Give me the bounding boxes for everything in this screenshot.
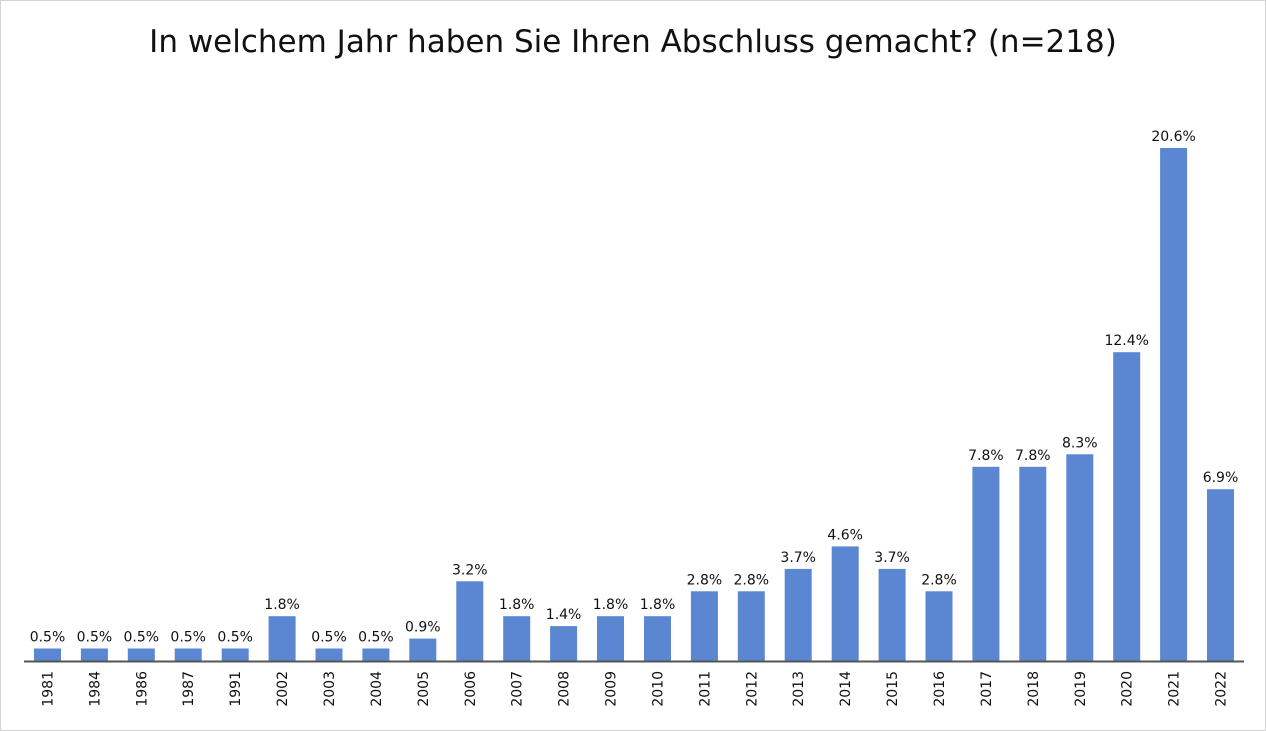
- bar-2006: [456, 581, 484, 661]
- bar-1986: [127, 648, 155, 661]
- value-label-2003: 0.5%: [311, 630, 347, 646]
- x-tick-2020: 2020: [1120, 671, 1136, 707]
- value-label-2015: 3.7%: [874, 550, 910, 566]
- bar-2020: [1113, 352, 1141, 661]
- value-label-2018: 7.8%: [1015, 448, 1051, 464]
- bar-2002: [268, 616, 296, 661]
- bar-2008: [550, 626, 578, 661]
- x-tick-2015: 2015: [885, 671, 901, 707]
- bar-2007: [503, 616, 531, 661]
- bar-2019: [1066, 454, 1094, 661]
- bar-1981: [34, 648, 61, 661]
- bar-2016: [925, 591, 953, 661]
- bar-2017: [972, 466, 1000, 661]
- bar-2004: [362, 648, 390, 661]
- x-tick-2010: 2010: [651, 671, 667, 707]
- value-label-1991: 0.5%: [217, 630, 253, 646]
- bar-2018: [1019, 466, 1047, 661]
- value-label-1987: 0.5%: [170, 630, 206, 646]
- bar-2012: [737, 591, 765, 661]
- value-label-2006: 3.2%: [452, 562, 488, 578]
- value-label-2019: 8.3%: [1062, 435, 1098, 451]
- bar-2021: [1160, 148, 1188, 661]
- bars-group: [34, 148, 1234, 661]
- value-label-1981: 0.5%: [30, 630, 66, 646]
- value-label-2022: 6.9%: [1203, 470, 1239, 486]
- value-label-2021: 20.6%: [1151, 129, 1195, 145]
- bar-2005: [409, 638, 437, 661]
- x-tick-1984: 1984: [87, 671, 103, 707]
- bar-1991: [221, 648, 249, 661]
- x-tick-2016: 2016: [932, 671, 948, 707]
- x-tick-1986: 1986: [134, 671, 150, 707]
- value-label-2013: 3.7%: [780, 550, 816, 566]
- value-labels-group: 0.5% 0.5% 0.5% 0.5% 0.5% 1.8% 0.5% 0.5% 0.9% 3.2%…: [30, 129, 1239, 646]
- value-label-2011: 2.8%: [687, 572, 723, 588]
- value-label-2014: 4.6%: [827, 527, 863, 543]
- bar-2011: [690, 591, 718, 661]
- x-tick-2006: 2006: [463, 671, 479, 707]
- value-label-2009: 1.8%: [593, 597, 629, 613]
- x-tick-2022: 2022: [1214, 671, 1230, 707]
- x-tick-2013: 2013: [791, 671, 807, 707]
- value-label-1986: 0.5%: [124, 630, 160, 646]
- x-tick-2018: 2018: [1026, 671, 1042, 707]
- x-tick-2012: 2012: [744, 671, 760, 707]
- bar-1984: [80, 648, 108, 661]
- chart-title: In welchem Jahr haben Sie Ihren Abschlus…: [149, 24, 1117, 60]
- x-tick-2004: 2004: [369, 671, 385, 707]
- value-label-2008: 1.4%: [546, 607, 582, 623]
- value-label-2010: 1.8%: [640, 597, 676, 613]
- value-label-2012: 2.8%: [734, 572, 770, 588]
- bar-2022: [1207, 489, 1234, 661]
- x-tick-2008: 2008: [557, 671, 573, 707]
- x-tick-2009: 2009: [604, 671, 620, 707]
- bar-2014: [831, 546, 859, 661]
- value-label-2002: 1.8%: [264, 597, 300, 613]
- x-tick-1987: 1987: [181, 671, 197, 707]
- x-tick-1981: 1981: [41, 671, 57, 707]
- x-tick-2021: 2021: [1167, 671, 1183, 707]
- bar-2010: [644, 616, 671, 661]
- value-label-2020: 12.4%: [1104, 333, 1148, 349]
- bar-2013: [784, 568, 812, 661]
- value-label-2004: 0.5%: [358, 630, 394, 646]
- x-tick-2019: 2019: [1073, 671, 1089, 707]
- value-label-1984: 0.5%: [77, 630, 113, 646]
- x-tick-1991: 1991: [228, 671, 244, 707]
- value-label-2005: 0.9%: [405, 620, 441, 636]
- bar-2015: [878, 568, 906, 661]
- value-label-2016: 2.8%: [921, 572, 957, 588]
- x-tick-2003: 2003: [322, 671, 338, 707]
- x-tick-2011: 2011: [697, 671, 713, 707]
- x-tick-2007: 2007: [510, 671, 526, 707]
- value-label-2007: 1.8%: [499, 597, 535, 613]
- bar-2003: [315, 648, 343, 661]
- x-tick-2005: 2005: [416, 671, 432, 707]
- bar-1987: [174, 648, 202, 661]
- value-label-2017: 7.8%: [968, 448, 1004, 464]
- x-tick-2017: 2017: [979, 671, 995, 707]
- bar-2009: [597, 616, 624, 661]
- x-tick-2002: 2002: [275, 671, 291, 707]
- x-tick-labels-group: 1981 1984 1986 1987 1991 2002 2003 2004 2005 2006…: [41, 671, 1230, 707]
- x-tick-2014: 2014: [838, 671, 854, 707]
